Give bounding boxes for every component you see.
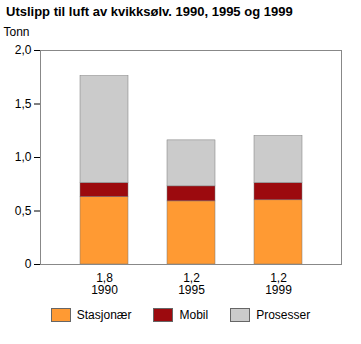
svg-text:1,21999: 1,21999 [265, 271, 292, 297]
html-text:Mobil: Mobil [179, 308, 209, 322]
svg-text:0: 0 [25, 257, 32, 271]
html-text:Stasjonær: Stasjonær [76, 308, 132, 322]
html-text:Prosesser: Prosesser [256, 308, 311, 322]
html-text:Utslipp til luft av kvikksølv.: Utslipp til luft av kvikksølv. 1990, 199… [6, 4, 293, 19]
svg-text:1,21995: 1,21995 [178, 271, 205, 297]
svg-text:1,0: 1,0 [15, 150, 32, 164]
svg-text:Tonn: Tonn [4, 25, 30, 39]
svg-text:2,0: 2,0 [15, 43, 32, 57]
svg-text:1,81990: 1,81990 [91, 271, 118, 297]
svg-text:0,5: 0,5 [15, 204, 32, 218]
svg-text:1,5: 1,5 [15, 97, 32, 111]
